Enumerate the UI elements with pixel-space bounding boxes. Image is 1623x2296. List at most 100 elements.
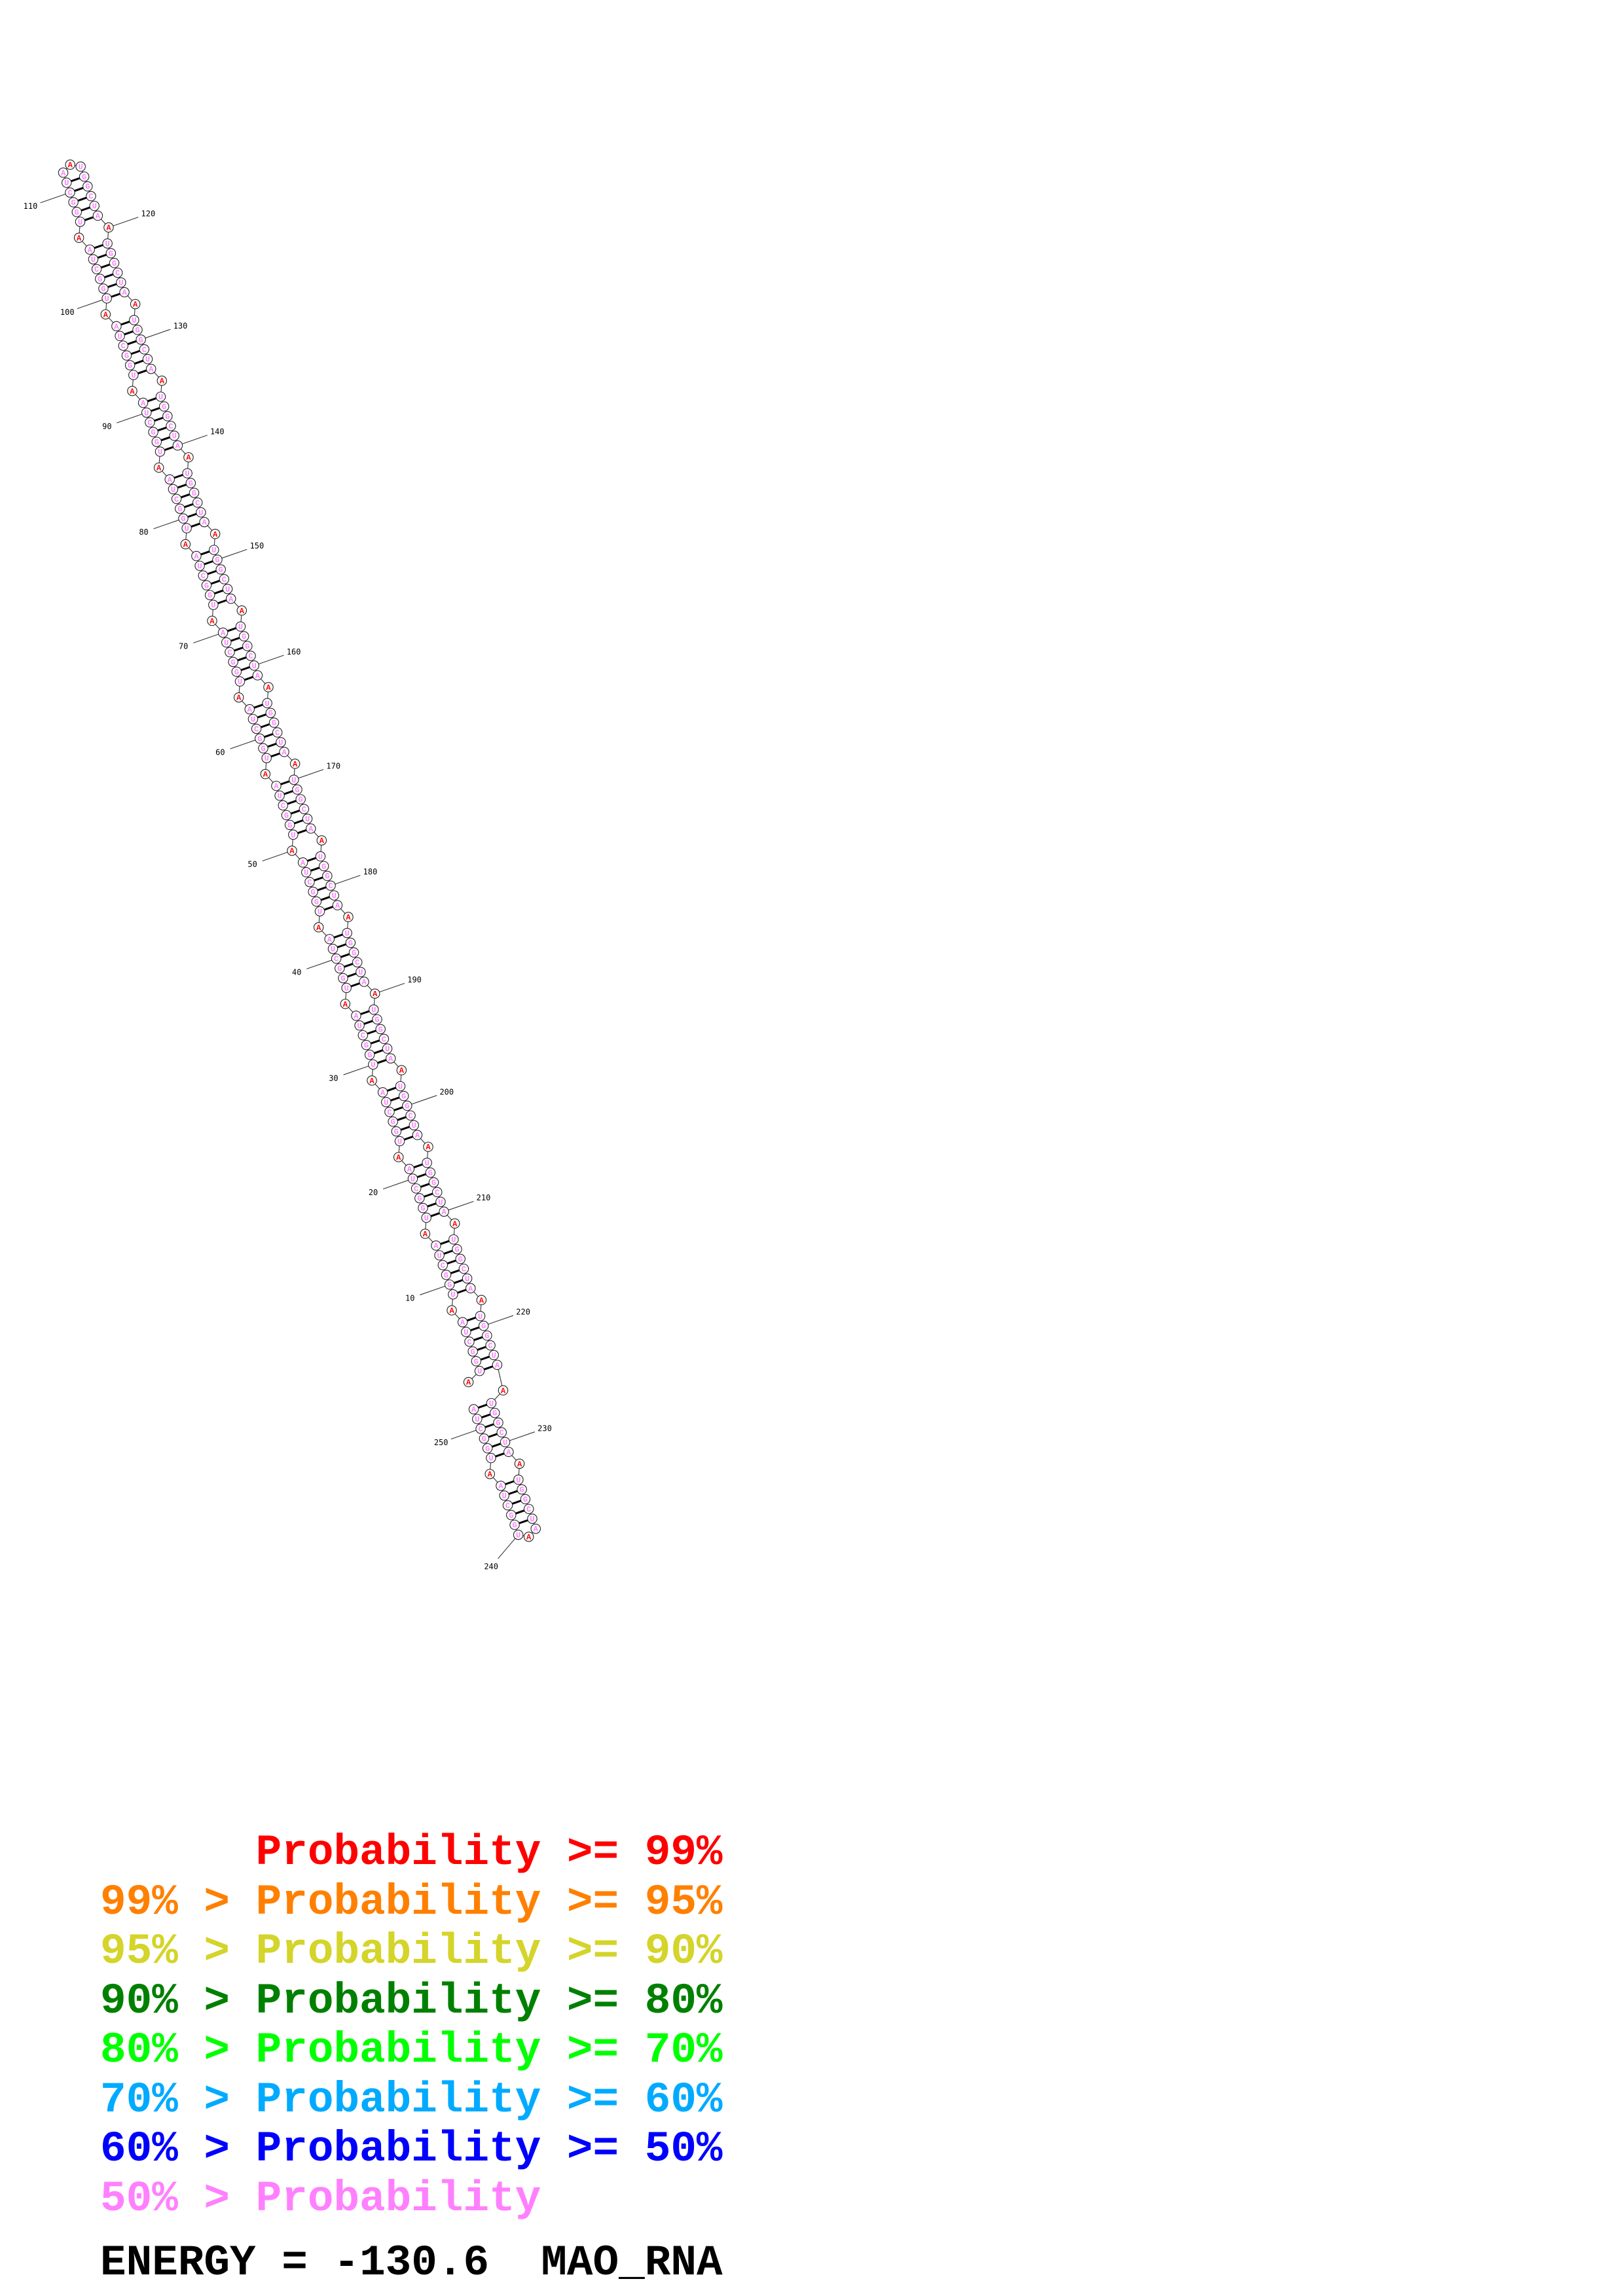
nucleotide: A bbox=[465, 1283, 476, 1293]
nucleotide-circle bbox=[225, 647, 235, 658]
nucleotide: G bbox=[212, 554, 223, 565]
nucleotide: A bbox=[439, 1206, 449, 1217]
nucleotide-circle bbox=[308, 886, 318, 897]
nucleotide-letter: G bbox=[420, 1204, 425, 1213]
position-label-layer: 10 20 30 40 50 60 70 80 90 100 110 120 130 140 150 160 1… bbox=[24, 193, 552, 1571]
nucleotide-letter: A bbox=[213, 530, 218, 539]
nucleotide-circle bbox=[204, 590, 215, 600]
nucleotide-circle bbox=[172, 440, 183, 451]
nucleotide-circle bbox=[475, 1311, 486, 1321]
position-label: 50 bbox=[247, 860, 257, 869]
nucleotide: G bbox=[372, 1014, 382, 1024]
nucleotide-letter: U bbox=[331, 945, 335, 954]
nucleotide: G bbox=[98, 283, 109, 294]
nucleotide-circle bbox=[189, 488, 200, 498]
position-label-line bbox=[145, 329, 171, 339]
nucleotide-letter: C bbox=[222, 575, 227, 584]
nucleotide-circle bbox=[58, 168, 69, 178]
nucleotide-letter: C bbox=[435, 1188, 439, 1197]
nucleotide: U bbox=[181, 523, 192, 533]
nucleotide: G bbox=[444, 1279, 455, 1290]
nucleotide: C bbox=[166, 421, 176, 431]
nucleotide-letter: U bbox=[318, 852, 323, 861]
nucleotide-letter: G bbox=[391, 1118, 395, 1127]
nucleotide-circle bbox=[261, 753, 272, 763]
nucleotide-letter: A bbox=[274, 782, 279, 791]
nucleotide-circle bbox=[68, 197, 79, 207]
nucleotide-letter: C bbox=[248, 652, 253, 661]
nucleotide-circle bbox=[356, 967, 366, 977]
nucleotide-letter: A bbox=[308, 825, 314, 834]
nucleotide: A bbox=[351, 1011, 361, 1021]
nucleotide-circle bbox=[327, 943, 338, 954]
nucleotide-circle bbox=[112, 267, 123, 278]
nucleotide: U bbox=[461, 1327, 471, 1337]
nucleotide-letter: G bbox=[321, 862, 326, 871]
nucleotide-circle bbox=[235, 621, 246, 632]
nucleotide-letter: G bbox=[485, 1444, 490, 1454]
nucleotide-letter: A bbox=[346, 913, 351, 922]
nucleotide: C bbox=[331, 953, 342, 964]
nucleotide: G bbox=[95, 274, 105, 284]
nucleotide: C bbox=[112, 267, 123, 278]
nucleotide-letter: A bbox=[517, 1460, 522, 1469]
legend-row: 90% > Probability >= 80% bbox=[100, 1977, 723, 2026]
nucleotide-circle bbox=[404, 1164, 415, 1174]
legend-label: Probability bbox=[255, 2075, 541, 2125]
nucleotide-letter: U bbox=[278, 738, 283, 747]
nucleotide: A bbox=[207, 615, 217, 626]
nucleotide: G bbox=[151, 437, 162, 447]
nucleotide-circle bbox=[520, 1494, 531, 1505]
nucleotide-letter: G bbox=[401, 1092, 406, 1101]
nucleotide-circle bbox=[503, 1446, 514, 1458]
nucleotide-letter: G bbox=[325, 872, 329, 881]
nucleotide-letter: U bbox=[238, 677, 242, 687]
nucleotide: C bbox=[357, 1030, 369, 1041]
nucleotide-letter: G bbox=[496, 1419, 500, 1428]
nucleotide: G bbox=[284, 819, 295, 830]
nucleotide: U bbox=[142, 353, 153, 365]
nucleotide-circle bbox=[474, 1365, 485, 1376]
nucleotide-letter: A bbox=[415, 1131, 420, 1140]
nucleotide-circle bbox=[500, 1437, 511, 1448]
nucleotide-circle bbox=[421, 1212, 431, 1223]
nucleotide-letter: G bbox=[75, 208, 79, 217]
legend-label: Probability bbox=[255, 2125, 541, 2174]
nucleotide-circle bbox=[65, 187, 75, 198]
nucleotide: G bbox=[364, 1049, 375, 1060]
nucleotide: U bbox=[434, 1250, 445, 1261]
nucleotide: A bbox=[324, 934, 335, 944]
nucleotide-letter: A bbox=[236, 694, 242, 703]
nucleotide: G bbox=[414, 1193, 425, 1204]
energy-spacer bbox=[489, 2238, 541, 2287]
nucleotide: C bbox=[325, 880, 336, 891]
nucleotide: C bbox=[485, 1340, 496, 1350]
nucleotide-circle bbox=[209, 545, 219, 555]
legend-row: 50% > Probability bbox=[100, 2174, 723, 2224]
nucleotide-letter: G bbox=[374, 1015, 379, 1024]
nucleotide: A bbox=[180, 539, 191, 549]
legend-label: Probability bbox=[255, 1927, 541, 1976]
nucleotide-letter: G bbox=[215, 556, 219, 565]
nucleotide: A bbox=[412, 1130, 423, 1140]
nucleotide: A bbox=[263, 682, 274, 692]
nucleotide-circle bbox=[513, 1530, 524, 1540]
nucleotide: U bbox=[329, 890, 339, 901]
position-label-line bbox=[306, 960, 333, 969]
nucleotide: G bbox=[162, 411, 173, 422]
nucleotide-circle bbox=[423, 1141, 433, 1152]
legend-prefix: 80% > bbox=[100, 2026, 256, 2075]
nucleotide-circle bbox=[288, 829, 299, 840]
nucleotide-circle bbox=[271, 780, 282, 791]
nucleotide-letter: U bbox=[91, 255, 96, 264]
nucleotide: U bbox=[302, 814, 313, 824]
nucleotide: C bbox=[458, 1263, 469, 1274]
nucleotide-letter: U bbox=[503, 1438, 507, 1447]
nucleotide-letter: U bbox=[252, 662, 257, 671]
nucleotide-circle bbox=[502, 1500, 513, 1511]
nucleotide: U bbox=[314, 906, 325, 916]
nucleotide: G bbox=[335, 963, 345, 974]
nucleotide-circle bbox=[89, 200, 100, 211]
nucleotide-circle bbox=[274, 790, 285, 801]
nucleotide-circle bbox=[447, 1305, 457, 1316]
